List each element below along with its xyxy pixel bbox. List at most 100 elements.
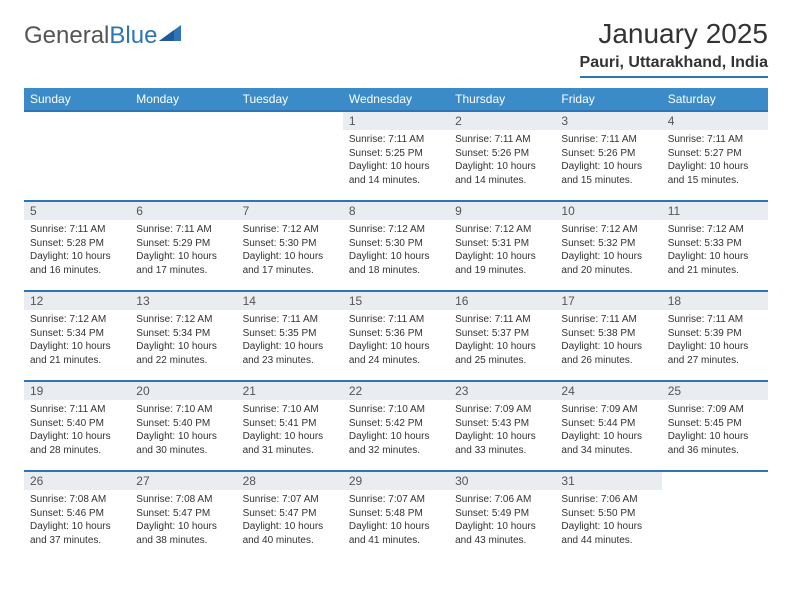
day-day2: and 27 minutes. — [668, 354, 762, 368]
day-day1: Daylight: 10 hours — [243, 340, 337, 354]
day-day1: Daylight: 10 hours — [243, 520, 337, 534]
day-day1: Daylight: 10 hours — [561, 430, 655, 444]
day-day2: and 34 minutes. — [561, 444, 655, 458]
calendar-day-cell: 16Sunrise: 7:11 AMSunset: 5:37 PMDayligh… — [449, 291, 555, 381]
day-sunrise: Sunrise: 7:12 AM — [349, 223, 443, 237]
day-day2: and 30 minutes. — [136, 444, 230, 458]
day-sunset: Sunset: 5:27 PM — [668, 147, 762, 161]
logo-text-b: Blue — [109, 22, 157, 50]
day-sunrise: Sunrise: 7:11 AM — [668, 313, 762, 327]
day-sunset: Sunset: 5:32 PM — [561, 237, 655, 251]
day-number: 25 — [662, 382, 768, 400]
day-sunrise: Sunrise: 7:11 AM — [243, 313, 337, 327]
day-details: Sunrise: 7:11 AMSunset: 5:28 PMDaylight:… — [24, 220, 130, 281]
day-day2: and 26 minutes. — [561, 354, 655, 368]
day-sunrise: Sunrise: 7:07 AM — [243, 493, 337, 507]
calendar-day-cell — [130, 111, 236, 201]
day-number: 10 — [555, 202, 661, 220]
calendar-day-cell: 18Sunrise: 7:11 AMSunset: 5:39 PMDayligh… — [662, 291, 768, 381]
day-sunrise: Sunrise: 7:10 AM — [136, 403, 230, 417]
day-sunset: Sunset: 5:26 PM — [561, 147, 655, 161]
day-day1: Daylight: 10 hours — [455, 250, 549, 264]
day-day2: and 41 minutes. — [349, 534, 443, 548]
day-day2: and 23 minutes. — [243, 354, 337, 368]
day-day1: Daylight: 10 hours — [455, 520, 549, 534]
day-day1: Daylight: 10 hours — [30, 430, 124, 444]
day-day2: and 38 minutes. — [136, 534, 230, 548]
day-details: Sunrise: 7:11 AMSunset: 5:40 PMDaylight:… — [24, 400, 130, 461]
day-sunrise: Sunrise: 7:10 AM — [349, 403, 443, 417]
day-sunrise: Sunrise: 7:06 AM — [455, 493, 549, 507]
day-day2: and 22 minutes. — [136, 354, 230, 368]
day-day2: and 17 minutes. — [243, 264, 337, 278]
day-details: Sunrise: 7:08 AMSunset: 5:46 PMDaylight:… — [24, 490, 130, 551]
calendar-header-row: SundayMondayTuesdayWednesdayThursdayFrid… — [24, 88, 768, 111]
day-sunrise: Sunrise: 7:11 AM — [349, 313, 443, 327]
day-sunrise: Sunrise: 7:09 AM — [455, 403, 549, 417]
weekday-header: Saturday — [662, 88, 768, 111]
day-day1: Daylight: 10 hours — [136, 340, 230, 354]
day-sunset: Sunset: 5:40 PM — [30, 417, 124, 431]
day-day1: Daylight: 10 hours — [243, 250, 337, 264]
day-day1: Daylight: 10 hours — [455, 160, 549, 174]
day-day1: Daylight: 10 hours — [561, 160, 655, 174]
day-number: 21 — [237, 382, 343, 400]
day-sunset: Sunset: 5:25 PM — [349, 147, 443, 161]
calendar-week-row: 12Sunrise: 7:12 AMSunset: 5:34 PMDayligh… — [24, 291, 768, 381]
calendar-day-cell: 21Sunrise: 7:10 AMSunset: 5:41 PMDayligh… — [237, 381, 343, 471]
day-number: 5 — [24, 202, 130, 220]
day-number: 29 — [343, 472, 449, 490]
calendar-day-cell: 23Sunrise: 7:09 AMSunset: 5:43 PMDayligh… — [449, 381, 555, 471]
day-number: 19 — [24, 382, 130, 400]
day-sunset: Sunset: 5:30 PM — [243, 237, 337, 251]
day-details: Sunrise: 7:09 AMSunset: 5:43 PMDaylight:… — [449, 400, 555, 461]
day-number: 7 — [237, 202, 343, 220]
day-sunrise: Sunrise: 7:11 AM — [30, 223, 124, 237]
day-number: 17 — [555, 292, 661, 310]
header: GeneralBlue January 2025 Pauri, Uttarakh… — [24, 18, 768, 78]
day-day2: and 36 minutes. — [668, 444, 762, 458]
calendar-day-cell: 28Sunrise: 7:07 AMSunset: 5:47 PMDayligh… — [237, 471, 343, 560]
day-sunrise: Sunrise: 7:11 AM — [349, 133, 443, 147]
day-details: Sunrise: 7:08 AMSunset: 5:47 PMDaylight:… — [130, 490, 236, 551]
calendar-day-cell: 19Sunrise: 7:11 AMSunset: 5:40 PMDayligh… — [24, 381, 130, 471]
day-day2: and 28 minutes. — [30, 444, 124, 458]
calendar-day-cell: 13Sunrise: 7:12 AMSunset: 5:34 PMDayligh… — [130, 291, 236, 381]
day-details: Sunrise: 7:10 AMSunset: 5:41 PMDaylight:… — [237, 400, 343, 461]
day-details: Sunrise: 7:11 AMSunset: 5:39 PMDaylight:… — [662, 310, 768, 371]
calendar-day-cell: 27Sunrise: 7:08 AMSunset: 5:47 PMDayligh… — [130, 471, 236, 560]
day-day1: Daylight: 10 hours — [668, 250, 762, 264]
day-sunrise: Sunrise: 7:09 AM — [561, 403, 655, 417]
location: Pauri, Uttarakhand, India — [580, 54, 768, 78]
day-number: 4 — [662, 112, 768, 130]
day-day2: and 20 minutes. — [561, 264, 655, 278]
day-day1: Daylight: 10 hours — [668, 160, 762, 174]
day-day1: Daylight: 10 hours — [455, 430, 549, 444]
day-sunset: Sunset: 5:36 PM — [349, 327, 443, 341]
day-sunrise: Sunrise: 7:12 AM — [561, 223, 655, 237]
day-day1: Daylight: 10 hours — [243, 430, 337, 444]
day-details: Sunrise: 7:11 AMSunset: 5:26 PMDaylight:… — [555, 130, 661, 191]
day-day1: Daylight: 10 hours — [561, 520, 655, 534]
day-day1: Daylight: 10 hours — [136, 520, 230, 534]
calendar-day-cell: 29Sunrise: 7:07 AMSunset: 5:48 PMDayligh… — [343, 471, 449, 560]
calendar-day-cell: 24Sunrise: 7:09 AMSunset: 5:44 PMDayligh… — [555, 381, 661, 471]
day-details: Sunrise: 7:09 AMSunset: 5:45 PMDaylight:… — [662, 400, 768, 461]
day-sunset: Sunset: 5:30 PM — [349, 237, 443, 251]
day-number: 28 — [237, 472, 343, 490]
calendar-day-cell: 10Sunrise: 7:12 AMSunset: 5:32 PMDayligh… — [555, 201, 661, 291]
day-sunset: Sunset: 5:44 PM — [561, 417, 655, 431]
day-day1: Daylight: 10 hours — [30, 340, 124, 354]
day-details: Sunrise: 7:12 AMSunset: 5:30 PMDaylight:… — [343, 220, 449, 281]
day-number: 13 — [130, 292, 236, 310]
day-day2: and 24 minutes. — [349, 354, 443, 368]
day-day2: and 21 minutes. — [668, 264, 762, 278]
day-sunset: Sunset: 5:33 PM — [668, 237, 762, 251]
day-sunset: Sunset: 5:29 PM — [136, 237, 230, 251]
calendar-day-cell: 9Sunrise: 7:12 AMSunset: 5:31 PMDaylight… — [449, 201, 555, 291]
day-day2: and 15 minutes. — [561, 174, 655, 188]
day-sunrise: Sunrise: 7:07 AM — [349, 493, 443, 507]
day-details: Sunrise: 7:10 AMSunset: 5:40 PMDaylight:… — [130, 400, 236, 461]
day-day2: and 18 minutes. — [349, 264, 443, 278]
day-day1: Daylight: 10 hours — [30, 520, 124, 534]
